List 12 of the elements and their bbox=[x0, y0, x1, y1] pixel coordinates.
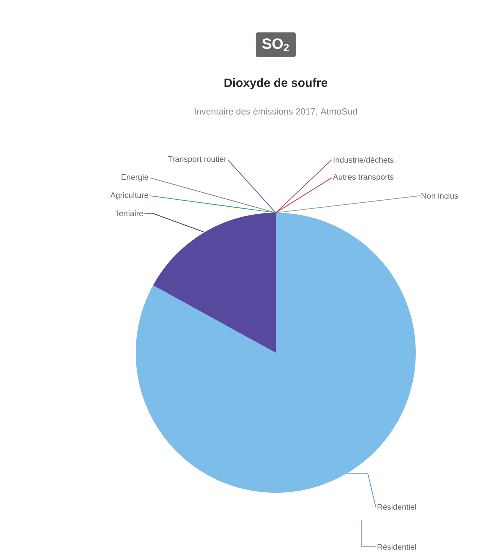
chart-subtitle: Dioxyde de soufre bbox=[224, 78, 328, 90]
category-label: Transport routier bbox=[168, 156, 227, 164]
chart-title: SO$_{2}$ bbox=[262, 38, 290, 52]
slice-label: Tertiaire bbox=[115, 210, 144, 216]
slice-label: Résidentiel bbox=[378, 504, 416, 510]
text: Résidentiel bbox=[378, 544, 416, 550]
category-label: Non inclus bbox=[422, 193, 458, 199]
text: Inventaire des émissions 2017, AtmoSud bbox=[195, 108, 358, 116]
category-label: Energie bbox=[122, 174, 148, 182]
category-label: Agriculture bbox=[110, 192, 148, 200]
category-label: Autres transports bbox=[333, 174, 394, 182]
category-label: Industrie/déchets bbox=[334, 157, 394, 163]
